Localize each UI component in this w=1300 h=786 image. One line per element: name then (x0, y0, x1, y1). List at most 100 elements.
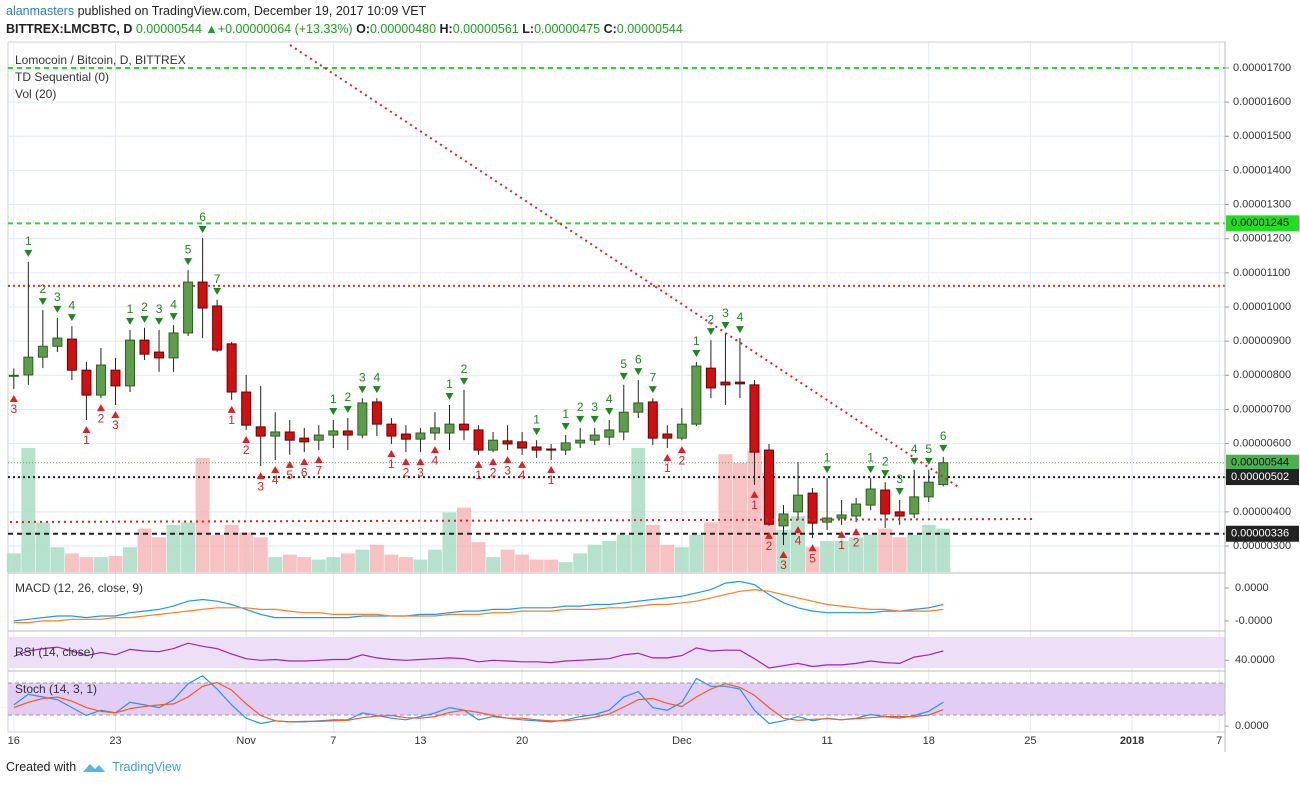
candle-body (139, 339, 150, 355)
volume-bar (268, 557, 283, 572)
td-down-marker (837, 530, 846, 538)
td-down-label: 2 (403, 465, 410, 479)
td-down-marker (474, 460, 483, 468)
td-up-label: 3 (359, 370, 366, 384)
volume-bar (297, 557, 312, 572)
td-down-marker (677, 446, 686, 454)
td-down-label: 3 (504, 463, 511, 477)
td-up-label: 2 (461, 362, 468, 376)
td-up-marker (67, 314, 76, 322)
td-down-marker (227, 405, 236, 413)
td-down-marker (852, 528, 861, 536)
td-down-marker (779, 551, 788, 559)
td-up-label: 3 (591, 400, 598, 414)
candle-body (763, 449, 774, 525)
td-up-label: 1 (867, 450, 874, 464)
td-up-marker (329, 408, 338, 416)
td-up-marker (53, 305, 62, 313)
td-up-label: 3 (896, 472, 903, 486)
td-down-marker (285, 460, 294, 468)
author[interactable]: alanmasters (6, 4, 75, 18)
td-up-marker (343, 405, 352, 413)
candle-body (502, 440, 513, 445)
volume-bar (181, 522, 196, 572)
volume-bar (152, 537, 167, 572)
td-up-marker (895, 487, 904, 495)
td-down-label: 2 (243, 443, 250, 457)
candle-body (865, 488, 876, 506)
l-value: 0.00000475 (534, 22, 601, 36)
candle-body (255, 426, 266, 437)
td-up-label: 6 (940, 429, 947, 443)
macd-title: MACD (12, 26, close, 9) (15, 581, 143, 595)
candle-body (894, 511, 905, 517)
td-up-marker (735, 326, 744, 334)
candle-body (270, 431, 281, 437)
td-up-label: 3 (54, 290, 61, 304)
volume-bar (64, 553, 79, 572)
price-label: 0.00000336 (1231, 528, 1289, 540)
volume-bar (660, 544, 675, 572)
candle-body (923, 481, 934, 498)
candle-body (575, 439, 586, 444)
td-down-marker (314, 456, 323, 464)
legend-title: Lomocoin / Bitcoin, D, BITTREX (15, 53, 186, 67)
brand[interactable]: TradingView (112, 760, 181, 774)
candle-body (400, 433, 411, 440)
price-label: 0.00001245 (1231, 217, 1289, 229)
volume-bar (93, 557, 108, 572)
y-tick-label: 0.00001500 (1233, 130, 1291, 142)
c-value: 0.00000544 (616, 22, 683, 36)
td-up-marker (706, 328, 715, 336)
td-down-marker (111, 411, 120, 419)
td-down-label: 3 (417, 465, 424, 479)
y-tick-label: 0.00000600 (1233, 438, 1291, 450)
td-up-label: 1 (533, 412, 540, 426)
y-tick-label: 0.00000900 (1233, 335, 1291, 347)
candle-body (415, 432, 426, 440)
volume-bar (355, 549, 370, 572)
td-down-label: 1 (751, 498, 758, 512)
stoch-line (13, 681, 944, 723)
y-tick-label: 0.00001600 (1233, 96, 1291, 108)
volume-bar (936, 528, 951, 572)
td-up-marker (634, 368, 643, 376)
td-up-marker (576, 415, 585, 423)
x-tick-label: Dec (672, 735, 692, 747)
td-down-marker (750, 490, 759, 498)
macd-line (13, 588, 944, 624)
td-down-label: 4 (432, 453, 439, 467)
y-tick-label: 0.00001300 (1233, 198, 1291, 210)
td-up-marker (590, 415, 599, 423)
volume-bar (834, 541, 849, 572)
change: +0.00000064 (+13.33%) (217, 22, 353, 36)
td-down-marker (794, 526, 803, 534)
candle-body (66, 338, 77, 371)
volume-bar (50, 547, 65, 572)
td-down-marker (300, 458, 309, 466)
x-tick-label: 18 (923, 735, 935, 747)
plot-frame (7, 41, 1226, 733)
volume-bar (35, 522, 50, 572)
volume-bar (907, 534, 922, 572)
candle-body (284, 431, 295, 441)
rsi-band (8, 637, 1225, 668)
td-down-marker (416, 458, 425, 466)
up-icon: ▲ (205, 22, 218, 36)
td-down-marker (518, 460, 527, 468)
x-tick-label: 13 (414, 735, 426, 747)
o-label: O: (356, 22, 370, 36)
indicator-tick-label: 40.0000 (1235, 654, 1275, 666)
candle-body (124, 339, 135, 387)
candle-body (328, 430, 339, 436)
y-tick-label: 0.00000300 (1233, 540, 1291, 552)
y-tick-label: 0.00000700 (1233, 403, 1291, 415)
candle-body (531, 446, 542, 451)
indicator-tick-label: 0.0000 (1235, 720, 1269, 732)
candle-body (357, 402, 368, 436)
td-up-label: 3 (722, 306, 729, 320)
candle-body (691, 365, 702, 425)
volume-bar (108, 555, 123, 572)
td-down-marker (242, 435, 251, 443)
volume-bar (471, 542, 486, 572)
